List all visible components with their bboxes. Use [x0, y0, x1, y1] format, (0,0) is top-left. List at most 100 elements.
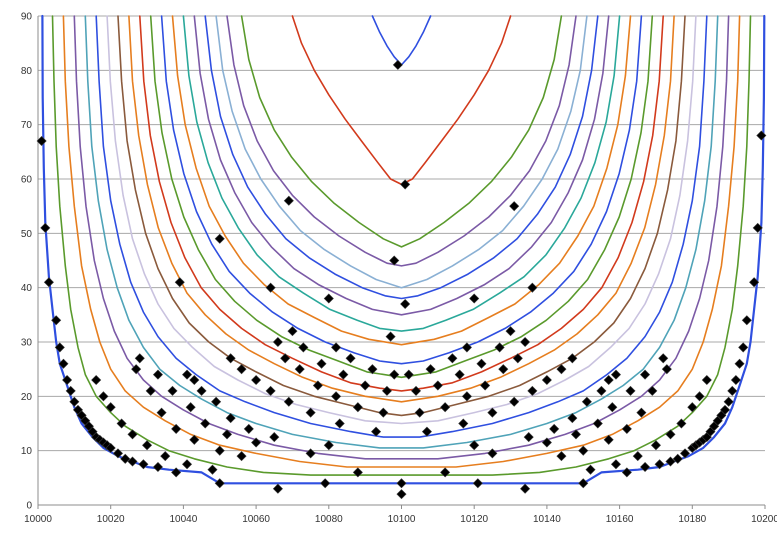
series-line-10: [149, 15, 654, 379]
data-point-marker: [520, 483, 531, 494]
data-point-marker: [283, 195, 294, 206]
data-point-marker: [120, 453, 131, 464]
data-point-marker: [98, 391, 109, 402]
y-tick-label: 50: [21, 229, 33, 240]
data-point-marker: [62, 375, 73, 386]
data-point-marker: [719, 404, 731, 415]
data-point-marker: [647, 385, 658, 396]
data-point-marker: [185, 402, 196, 413]
data-point-marker: [320, 478, 331, 489]
series-line-18: [240, 15, 563, 248]
data-point-marker: [236, 451, 247, 462]
data-point-marker: [487, 448, 498, 459]
series-line-12: [171, 15, 632, 346]
data-point-marker: [738, 342, 749, 353]
data-point-marker: [360, 380, 371, 391]
data-point-marker: [421, 426, 432, 437]
data-point-marker: [472, 478, 483, 489]
y-tick-label: 30: [21, 338, 33, 349]
series-line-3: [73, 15, 730, 460]
data-point-marker: [36, 135, 47, 146]
data-point-marker: [272, 483, 283, 494]
data-point-marker: [414, 407, 425, 418]
data-point-marker: [512, 353, 523, 364]
series-line-8: [128, 15, 675, 403]
data-point-marker: [640, 461, 651, 472]
data-point-marker: [385, 331, 396, 342]
data-point-marker: [665, 429, 676, 440]
data-point-marker: [171, 423, 182, 434]
data-point-marker: [585, 464, 596, 475]
data-point-marker: [621, 423, 632, 434]
series-line-14: [193, 15, 610, 316]
data-point-marker: [156, 407, 167, 418]
data-point-marker: [331, 342, 342, 353]
series-line-9: [139, 15, 665, 392]
data-point-marker: [105, 442, 116, 453]
data-point-marker: [182, 369, 193, 380]
data-point-marker: [687, 402, 698, 413]
data-point-marker: [509, 201, 520, 212]
data-point-marker: [189, 434, 200, 445]
data-point-marker: [425, 364, 436, 375]
data-point-marker: [378, 407, 389, 418]
data-point-marker: [214, 233, 225, 244]
data-point-marker: [112, 448, 123, 459]
data-point-marker: [567, 413, 578, 424]
data-point-marker: [476, 358, 487, 369]
data-point-marker: [556, 364, 567, 375]
y-tick-label: 40: [21, 283, 33, 294]
data-point-marker: [214, 445, 225, 456]
data-point-marker: [694, 391, 705, 402]
data-point-marker: [727, 385, 738, 396]
y-tick-label: 10: [21, 446, 33, 457]
data-point-marker: [458, 418, 469, 429]
data-point-marker: [734, 358, 745, 369]
data-point-marker: [527, 282, 538, 293]
data-point-marker: [225, 413, 236, 424]
data-point-marker: [116, 418, 127, 429]
data-point-marker: [603, 375, 614, 386]
data-point-marker: [182, 459, 193, 470]
x-tick-label: 10200: [751, 514, 777, 525]
series-line-16: [215, 15, 588, 289]
x-tick-label: 10100: [388, 514, 416, 525]
axes: 0 10 20 30 40 50 60 70 80 90 10000 10020 10040 10060 1…: [21, 12, 777, 526]
data-point-marker: [650, 440, 661, 451]
data-point-marker: [196, 385, 207, 396]
x-tick-label: 10140: [533, 514, 561, 525]
data-point-marker: [461, 391, 472, 402]
data-point-marker: [287, 326, 298, 337]
series-group: [41, 14, 766, 485]
data-point-marker: [752, 222, 763, 233]
data-point-marker: [494, 342, 505, 353]
data-point-marker: [305, 448, 316, 459]
data-point-marker: [371, 426, 382, 437]
data-point-marker: [640, 369, 651, 380]
data-point-marker: [298, 342, 309, 353]
data-point-marker: [367, 364, 378, 375]
data-point-marker: [632, 451, 643, 462]
data-point-marker: [43, 277, 54, 288]
data-point-marker: [701, 375, 712, 386]
series-line-4: [84, 15, 719, 449]
data-point-marker: [541, 437, 552, 448]
data-point-marker: [160, 451, 171, 462]
series-line-2: [62, 15, 741, 468]
x-tick-label: 10020: [97, 514, 125, 525]
data-point-marker: [556, 451, 567, 462]
data-point-marker: [167, 385, 178, 396]
data-point-marker: [570, 429, 582, 440]
data-point-marker: [131, 364, 142, 375]
data-point-marker: [578, 445, 589, 456]
data-point-marker: [654, 459, 665, 470]
data-point-marker: [432, 380, 443, 391]
data-point-marker: [138, 459, 149, 470]
series-line-5: [95, 15, 708, 438]
y-tick-label: 0: [26, 501, 32, 512]
data-point-marker: [51, 315, 62, 326]
data-point-marker: [211, 396, 222, 407]
data-point-marker: [498, 364, 509, 375]
data-point-marker: [345, 353, 356, 364]
